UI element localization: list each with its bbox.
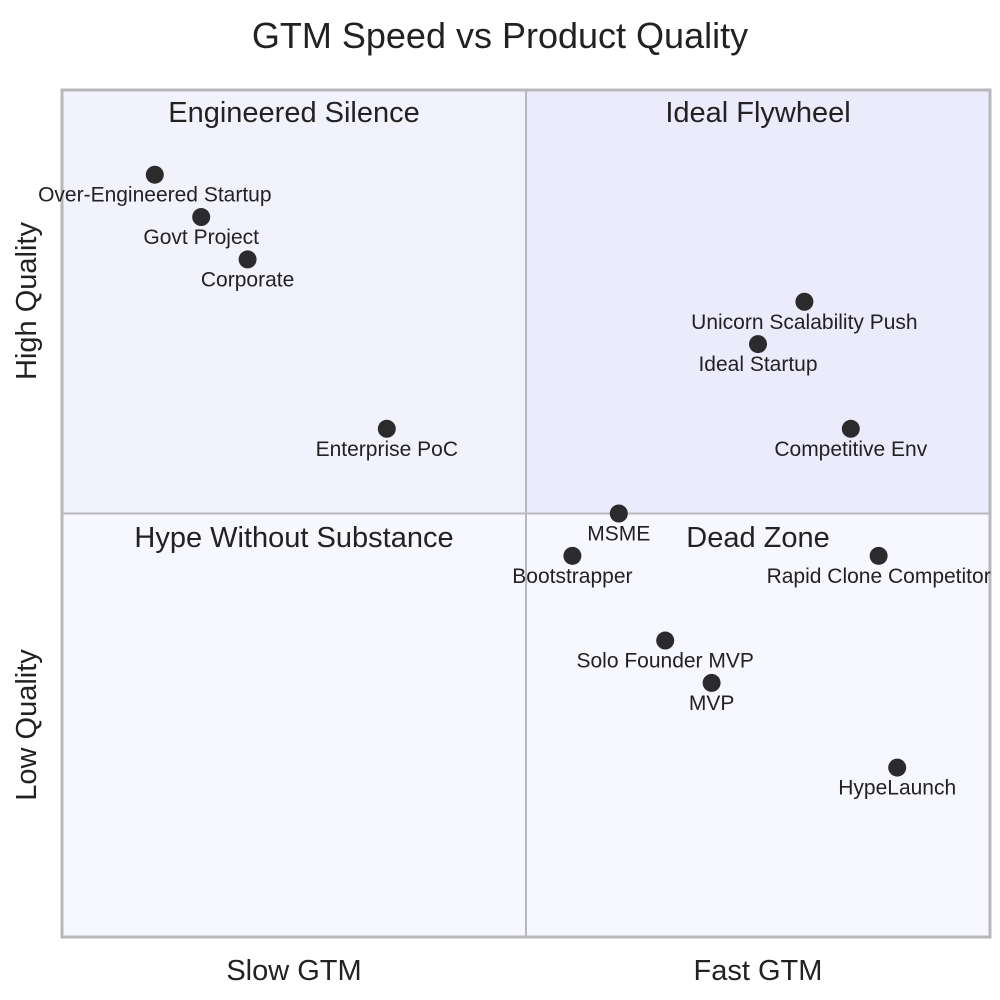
data-point <box>656 631 675 650</box>
data-point <box>702 673 721 692</box>
chart-title: GTM Speed vs Product Quality <box>252 15 748 56</box>
data-point-label: Over-Engineered Startup <box>38 184 271 207</box>
quadrant-top-right <box>526 90 990 514</box>
data-point-label: Rapid Clone Competitor <box>767 565 991 588</box>
data-point-label: Govt Project <box>143 226 259 249</box>
x-axis-label-low: Slow GTM <box>226 955 361 987</box>
data-point <box>869 546 888 565</box>
quadrant-bottom-left <box>62 513 526 937</box>
plot-border <box>60 88 992 939</box>
y-axis-label-low: Low Quality <box>11 649 43 801</box>
data-point-label: HypeLaunch <box>838 777 956 800</box>
quadrant-label-top-right: Ideal Flywheel <box>665 97 850 129</box>
data-point <box>145 165 164 184</box>
data-point-label: Corporate <box>201 268 294 291</box>
data-point <box>749 335 767 354</box>
quadrant-label-bottom-left: Hype Without Substance <box>134 522 453 554</box>
y-axis-label-high: High Quality <box>11 222 43 380</box>
quadrant-bottom-right <box>526 513 990 937</box>
data-point-label: Solo Founder MVP <box>576 650 753 673</box>
x-axis-label-high: Fast GTM <box>694 955 823 987</box>
data-point <box>609 504 628 523</box>
data-point <box>888 758 907 777</box>
data-point <box>377 419 396 438</box>
data-point <box>795 292 814 311</box>
data-point-label: Ideal Startup <box>698 353 817 376</box>
quadrant-top-left <box>62 90 526 514</box>
data-point <box>841 419 860 438</box>
data-point-label: Enterprise PoC <box>316 438 458 461</box>
data-point-label: Unicorn Scalability Push <box>691 311 917 334</box>
data-point <box>238 250 257 269</box>
data-point <box>563 546 582 565</box>
data-point-label: MSME <box>587 523 650 546</box>
data-point <box>192 208 211 227</box>
data-point-label: MVP <box>689 692 735 715</box>
data-point-label: Bootstrapper <box>512 565 632 588</box>
data-point-label: Competitive Env <box>774 438 927 461</box>
quadrant-label-bottom-right: Dead Zone <box>686 522 830 554</box>
quadrant-label-top-left: Engineered Silence <box>168 97 420 129</box>
